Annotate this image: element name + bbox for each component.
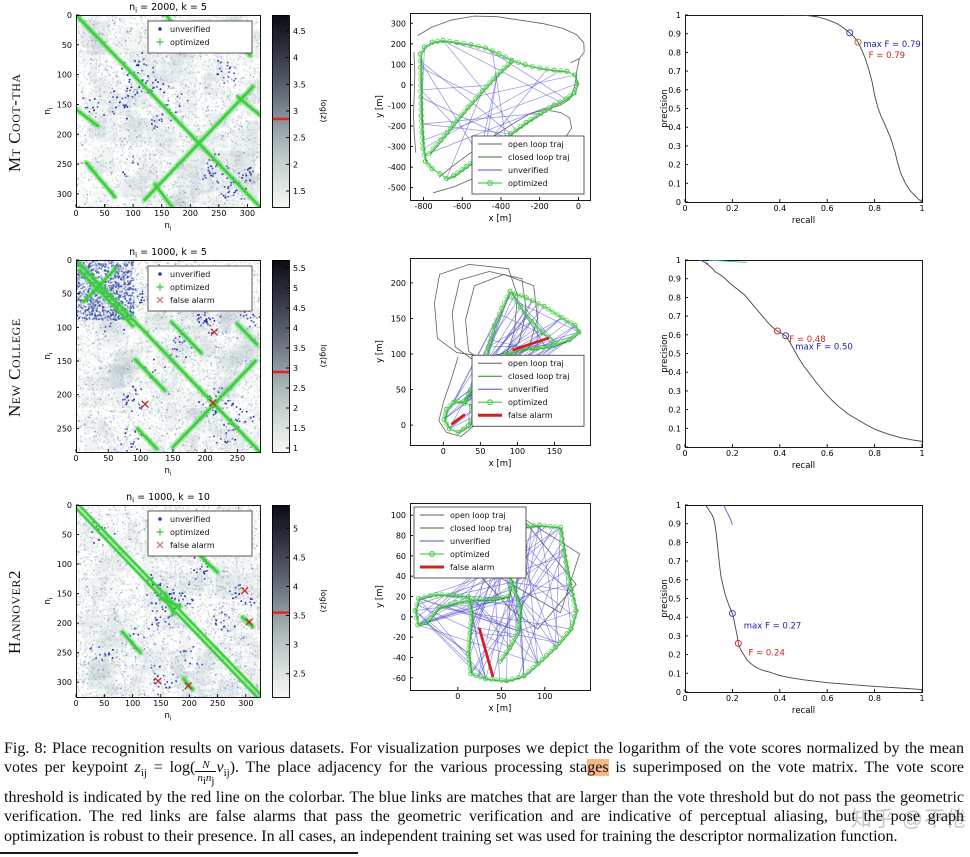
row-label-mt-coot-tha: Mt Coot-tha [5,73,24,172]
caption-highlight: ges [587,759,609,777]
trajectory-plot-mt-coot-tha [360,0,660,245]
precision-recall-plot-mt-coot-tha [660,0,970,245]
row-hannover2: Hannover2 [0,490,970,735]
precision-recall-plot-new-college [660,245,970,490]
caption-text-3: is superimposed on the vote matrix. The … [4,759,965,845]
page-rule [0,852,358,854]
row-label-new-college: New College [5,318,24,417]
row-label-hannover2: Hannover2 [5,570,24,655]
precision-recall-plot-hannover2 [660,490,970,735]
vote-matrix-plot-mt-coot-tha [30,0,360,245]
trajectory-plot-new-college [360,245,660,490]
watermark: 知乎 @不倦 [850,808,968,831]
caption-text-2: . The place adjacency for the various pr… [235,759,588,777]
caption-tag: Fig. 8: [4,740,47,757]
vote-matrix-plot-new-college [30,245,360,490]
vote-matrix-plot-hannover2 [30,490,360,735]
caption-text-1: Place recognition results on various dat… [4,740,964,777]
figure-caption: Fig. 8: Place recognition results on var… [4,739,964,846]
row-new-college: New College [0,245,970,490]
row-mt-coot-tha: Mt Coot-tha [0,0,970,245]
trajectory-plot-hannover2 [360,490,660,735]
